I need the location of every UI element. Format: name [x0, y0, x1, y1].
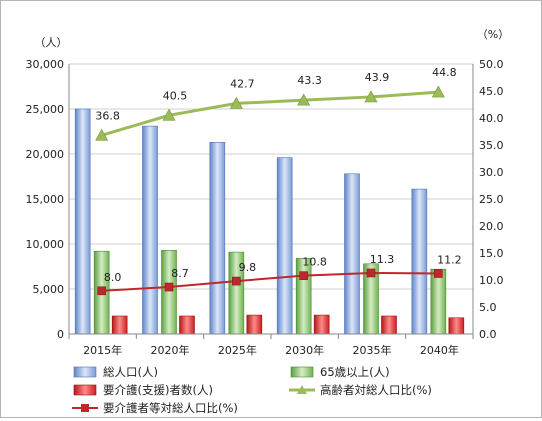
data-label: 44.8: [432, 66, 457, 79]
square-marker: [434, 269, 443, 278]
data-label: 11.3: [370, 253, 395, 266]
data-label: 40.5: [163, 89, 188, 102]
y-right-tick-label: 15.0: [479, 247, 504, 260]
y-right-tick-label: 35.0: [479, 139, 504, 152]
legend-swatch: [73, 384, 97, 396]
square-marker: [299, 271, 308, 280]
triangle-marker: [431, 85, 445, 98]
y-left-tick-label: 15,000: [26, 193, 65, 206]
legend-swatch: [290, 366, 314, 378]
legend-label: 総人口(人): [103, 365, 158, 379]
bar: [448, 317, 465, 335]
legend-swatch: [73, 366, 97, 378]
y-right-tick-label: 10.0: [479, 274, 504, 287]
triangle-marker: [95, 128, 109, 141]
y-right-tick-label: 50.0: [479, 58, 504, 71]
y-left-tick-label: 30,000: [26, 58, 65, 71]
triangle-marker: [364, 90, 378, 103]
y-right-tick-label: 0.0: [479, 328, 497, 341]
x-tick-label: 2035年: [353, 343, 392, 357]
bar: [111, 315, 128, 335]
y-left-tick-label: 0: [57, 328, 64, 341]
data-label: 11.2: [437, 254, 462, 267]
x-tick-label: 2015年: [83, 343, 122, 357]
bar: [295, 258, 312, 335]
axes: 0 5,000 10,000 15,000 20,000 25,000 30,000 0.0 5…: [26, 28, 510, 357]
bar: [430, 268, 447, 335]
y-right-tick-label: 5.0: [479, 301, 497, 314]
bar: [246, 314, 263, 335]
series-line: [101, 90, 439, 137]
x-tick-label: 2025年: [218, 343, 257, 357]
bar: [344, 173, 360, 335]
y-left-unit: （人）: [35, 36, 68, 49]
y-right-tick-label: 20.0: [479, 220, 504, 233]
legend-label: 要介護(支援)者数(人): [103, 383, 213, 397]
y-left-tick-label: 10,000: [26, 238, 65, 251]
data-label: 42.7: [230, 77, 255, 90]
triangle-marker: [162, 108, 176, 121]
data-label: 9.8: [239, 261, 257, 274]
y-right-tick-label: 40.0: [479, 112, 504, 125]
square-marker: [366, 268, 376, 278]
bar: [411, 188, 428, 335]
bar: [161, 250, 177, 335]
square-marker: [97, 286, 106, 296]
x-tick-label: 2040年: [420, 343, 459, 357]
line-series: [95, 85, 445, 296]
legend: 総人口(人) 65歳以上(人) 要介護(支援)者数(人) 高齢者対総人口比(%) 要介護…: [72, 365, 432, 415]
legend-marker: [297, 385, 307, 394]
bar: [209, 142, 226, 335]
data-label: 8.7: [171, 267, 189, 280]
x-tick-label: 2020年: [151, 343, 190, 357]
data-label: 10.8: [302, 256, 327, 269]
bar: [381, 315, 397, 335]
triangle-marker: [297, 93, 311, 106]
x-tick-label: 2030年: [285, 343, 324, 357]
data-label: 43.9: [365, 71, 390, 84]
legend-label: 65歳以上(人): [320, 365, 390, 379]
square-marker: [164, 282, 174, 292]
legend-label: 高齢者対総人口比(%): [320, 383, 432, 397]
y-right-tick-label: 30.0: [479, 166, 504, 179]
bar-series: [74, 108, 465, 335]
data-label: 8.0: [104, 271, 122, 284]
bar: [276, 157, 293, 335]
bar: [179, 315, 195, 335]
bar: [74, 108, 91, 335]
y-right-tick-label: 25.0: [479, 193, 504, 206]
gridlines: [69, 63, 473, 290]
triangle-marker: [229, 96, 243, 109]
bar: [313, 314, 330, 335]
y-left-tick-label: 25,000: [26, 103, 65, 116]
y-left-tick-label: 20,000: [26, 148, 65, 161]
data-label: 43.3: [297, 74, 322, 87]
data-label: 36.8: [95, 109, 120, 122]
series-line: [101, 271, 439, 292]
legend-label: 要介護者等対総人口比(%): [103, 401, 238, 415]
bar: [142, 125, 158, 335]
data-labels: 36.8 40.5 42.7 43.3 43.9 44.8 8.0 8.7 9.8 10.8 11.…: [95, 66, 461, 284]
square-marker: [232, 276, 241, 286]
legend-marker: [81, 404, 89, 412]
y-right-tick-label: 45.0: [479, 85, 504, 98]
y-left-tick-label: 5,000: [33, 283, 65, 296]
y-right-unit: （%）: [477, 28, 509, 41]
